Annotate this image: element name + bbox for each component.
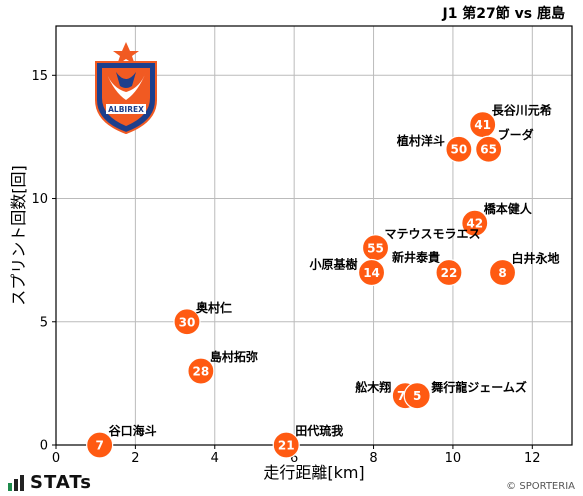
club-crest-icon: ALBIREX [95,42,157,134]
point-player-label: 植村洋斗 [396,133,445,148]
point-number: 22 [441,266,458,280]
copyright: © SPORTERIA [506,481,575,492]
data-point: 5 舞行龍ジェームズ [403,380,527,410]
point-marker [461,209,489,237]
point-marker [173,308,201,336]
plot-frame [55,25,573,446]
data-point: 14 小原基樹 [310,256,386,287]
data-points: 41長谷川元希50植村洋斗65ブーダ42橋本健人55マテウスモラエス14小原基樹… [86,103,560,459]
point-number: 50 [451,143,468,157]
point-marker [187,357,215,385]
point-player-label: 小原基樹 [310,256,358,271]
point-number: 30 [179,315,196,329]
point-number: 55 [367,241,384,255]
point-marker [357,258,386,287]
crest-text: ALBIREX [108,105,144,114]
point-player-label: 白井永地 [512,250,560,265]
point-marker [86,431,114,459]
point-marker [445,135,473,163]
point-player-label: 谷口海斗 [109,423,157,438]
brand-name: STATs [30,472,92,493]
data-point: 50 植村洋斗 [396,133,473,163]
y-axis-label: スプリント回数[回] [9,165,28,306]
axis-ticks: 0 2 4 6 8 10 12 0 5 10 15 [31,69,540,466]
point-player-label: ブーダ [498,127,534,142]
x-tick-label: 2 [131,451,139,466]
data-point: 7 谷口海斗 [86,423,157,459]
point-number: 65 [480,143,497,157]
x-tick-label: 6 [290,451,298,466]
point-number: 28 [193,365,210,379]
point-number: 8 [498,266,506,280]
bars-icon [8,474,24,491]
x-tick-label: 12 [524,451,541,466]
point-marker [488,258,517,287]
x-tick-label: 0 [52,451,60,466]
point-number: 7 [95,439,103,453]
y-tick-label: 15 [31,69,48,84]
point-marker [272,431,300,459]
point-marker [475,135,503,163]
point-marker [435,258,463,287]
y-tick-label: 0 [40,439,48,454]
point-player-label: 島村拓弥 [210,349,258,364]
point-number: 14 [363,266,380,280]
point-player-label: 橋本健人 [484,201,533,216]
point-player-label: 長谷川元希 [492,103,552,118]
x-tick-label: 10 [445,451,462,466]
point-number: 5 [413,389,421,403]
point-player-label: 新井泰貴 [392,249,440,264]
y-tick-label: 10 [31,192,48,207]
point-marker [403,382,431,410]
point-number: 21 [278,439,295,453]
x-tick-label: 4 [211,451,219,466]
point-player-label: 舩木翔 [355,380,391,395]
data-point: 8 白井永地 [488,250,560,287]
point-number: 41 [474,118,491,132]
point-player-label: 田代琉我 [295,423,343,438]
brand-logo: STATs [8,472,92,493]
point-player-label: 奥村仁 [196,300,232,315]
x-tick-label: 8 [369,451,377,466]
y-tick-label: 5 [40,315,48,330]
point-player-label: 舞行龍ジェームズ [430,380,527,395]
point-number: 42 [466,217,483,231]
point-player-label: マテウスモラエス [385,227,481,241]
x-axis-label: 走行距離[km] [263,463,364,482]
chart-title: J1 第27節 vs 鹿島 [442,6,565,22]
